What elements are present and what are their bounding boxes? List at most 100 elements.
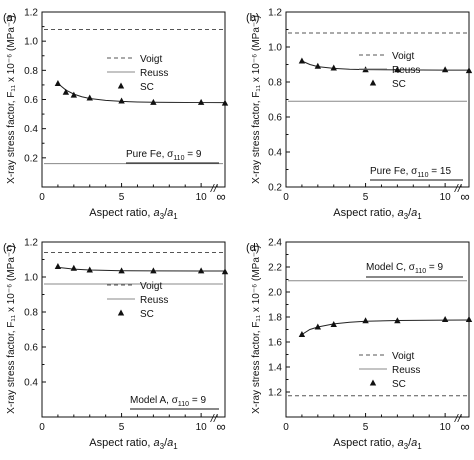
panel-label: (c) — [3, 242, 16, 254]
sc-point — [197, 267, 205, 274]
sc-point — [221, 99, 229, 106]
sc-point — [298, 331, 306, 337]
legend-reuss-label: Reuss — [140, 68, 168, 79]
panel-label: (d) — [246, 242, 259, 254]
sc-point — [394, 317, 401, 324]
x-tick-label: 10 — [196, 192, 208, 203]
sc-point — [330, 64, 337, 71]
y-axis-label: X-ray stress factor, F₁₁ x 10⁻⁶ (MPa⁻¹) — [251, 15, 262, 184]
sc-point — [362, 317, 369, 324]
sc-point — [465, 316, 473, 322]
sc-point — [86, 266, 93, 273]
x-axis-label: Aspect ratio, a3/a1 — [333, 437, 422, 451]
chart-panel-a: (a) 0.2 0.4 0.6 0.8 1.0 1.2 0 5 10 ∞// Aspect ratio… — [3, 8, 229, 221]
sc-point — [150, 98, 157, 105]
x-tick-label: 10 — [196, 422, 208, 433]
x-tick-label: 0 — [39, 192, 45, 203]
y-tick-label: 1.4 — [268, 363, 282, 374]
sc-point — [441, 66, 449, 73]
x-tick-label: 5 — [119, 422, 125, 433]
chart-panel-d: (d) 1.2 1.4 1.6 1.8 2.0 2.2 2.4 0 5 10 ∞// Aspect ra… — [246, 238, 473, 451]
x-tick-label-infinity: ∞ — [216, 419, 225, 434]
sc-point — [298, 57, 306, 64]
legend-sc-swatch — [117, 82, 125, 89]
x-tick-label-infinity: ∞ — [460, 189, 469, 204]
sc-point — [314, 62, 322, 69]
y-axis-label: X-ray stress factor, F₁₁ x 10⁻⁶ (MPa⁻¹) — [6, 15, 17, 184]
x-axis-label: Aspect ratio, a3/a1 — [333, 207, 422, 221]
sc-curve — [57, 83, 225, 104]
axis-break-mark: // — [210, 413, 218, 425]
sc-point — [54, 79, 62, 86]
material-annotation: Model A, σ110 = 9 — [130, 395, 206, 408]
material-annotation: Pure Fe, σ110 = 9 — [126, 149, 202, 162]
sc-point — [86, 94, 93, 101]
sc-point — [330, 321, 337, 327]
sc-point — [150, 267, 157, 274]
x-tick-label: 10 — [440, 192, 452, 203]
sc-point — [118, 97, 125, 104]
x-axis-label: Aspect ratio, a3/a1 — [89, 207, 178, 221]
y-tick-label: 1.2 — [268, 388, 282, 399]
legend-sc-swatch — [369, 79, 377, 86]
y-tick-label: 1.2 — [268, 8, 282, 19]
legend-sc-label: SC — [140, 309, 154, 320]
legend-voigt-label: Voigt — [140, 54, 162, 65]
sc-curve — [301, 60, 469, 71]
y-tick-label: 0.6 — [24, 343, 38, 354]
y-tick-label: 0.2 — [24, 153, 38, 164]
x-tick-label: 0 — [283, 422, 289, 433]
legend-reuss-label: Reuss — [140, 295, 168, 306]
x-tick-label: 5 — [363, 192, 369, 203]
x-tick-label: 0 — [39, 422, 45, 433]
y-tick-label: 1.0 — [24, 37, 38, 48]
legend-reuss-label: Reuss — [392, 365, 420, 376]
legend: Voigt Reuss SC — [107, 281, 168, 320]
y-tick-label: 1.8 — [268, 313, 282, 324]
sc-curve — [301, 319, 470, 335]
legend-voigt-label: Voigt — [392, 351, 414, 362]
legend-sc-swatch — [369, 379, 377, 386]
material-annotation: Pure Fe, σ110 = 15 — [370, 166, 451, 179]
legend-sc-label: SC — [392, 79, 406, 90]
axis-break-mark: // — [454, 183, 462, 195]
legend: Voigt Reuss SC — [359, 351, 420, 390]
sc-point — [441, 316, 449, 322]
y-tick-label: 1.6 — [268, 338, 282, 349]
axis-break-mark: // — [454, 413, 462, 425]
legend: Voigt Reuss SC — [359, 51, 420, 90]
y-axis-label: X-ray stress factor, F₁₁ x 10⁻⁶ (MPa⁻¹) — [6, 245, 17, 414]
sc-point — [197, 98, 205, 105]
legend-sc-swatch — [117, 309, 125, 316]
y-tick-label: 0.6 — [268, 113, 282, 124]
axis-break-mark: // — [210, 183, 218, 195]
y-tick-label: 0.8 — [24, 66, 38, 77]
sc-point — [62, 88, 70, 95]
panel-label: (a) — [3, 12, 16, 24]
y-tick-label: 2.2 — [268, 263, 282, 274]
x-tick-label: 0 — [283, 192, 289, 203]
sc-point — [314, 323, 322, 330]
sc-point — [394, 66, 401, 73]
y-tick-label: 0.4 — [24, 124, 38, 135]
x-tick-label-infinity: ∞ — [460, 419, 469, 434]
sc-point — [118, 267, 125, 274]
chart-panel-c: (c) 0.4 0.6 0.8 1.0 1.2 0 5 10 ∞// Aspect ratio, a… — [3, 238, 229, 451]
y-tick-label: 1.0 — [268, 43, 282, 54]
sc-point — [70, 91, 78, 98]
sc-point — [465, 67, 473, 74]
y-tick-label: 0.6 — [24, 95, 38, 106]
sc-point — [54, 263, 62, 269]
panel-label: (b) — [246, 12, 259, 24]
legend: Voigt Reuss SC — [107, 54, 168, 93]
plot-frame — [285, 11, 470, 188]
x-tick-label: 5 — [363, 422, 369, 433]
plot-frame — [41, 11, 226, 188]
y-tick-label: 1.2 — [24, 8, 38, 19]
y-axis-label: X-ray stress factor, F₁₁ x 10⁻⁶ (MPa⁻¹) — [251, 245, 262, 414]
chart-panel-b: (b) 0.2 0.4 0.6 0.8 1.0 1.2 0 5 10 ∞// Aspect ratio… — [246, 8, 473, 221]
legend-reuss-label: Reuss — [392, 65, 420, 76]
y-tick-label: 0.8 — [268, 78, 282, 89]
legend-sc-label: SC — [392, 379, 406, 390]
